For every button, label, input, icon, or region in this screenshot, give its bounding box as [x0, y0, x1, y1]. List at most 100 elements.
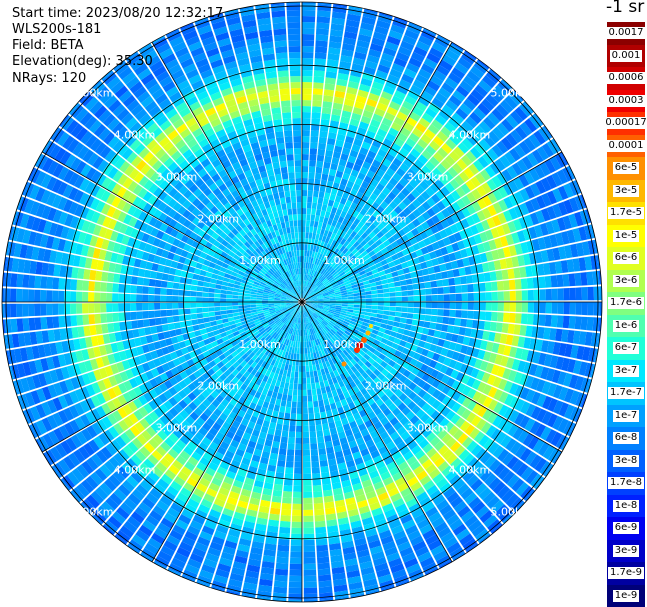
- range-gate-cell: [290, 545, 302, 552]
- range-gate-cell: [245, 426, 254, 435]
- range-gate-cell: [501, 169, 513, 182]
- range-gate-cell: [204, 520, 217, 530]
- range-gate-cell: [387, 277, 394, 284]
- range-gate-cell: [261, 279, 268, 284]
- range-gate-cell: [163, 242, 172, 252]
- range-gate-cell: [106, 303, 113, 313]
- range-gate-cell: [473, 431, 485, 444]
- range-gate-cell: [305, 303, 312, 306]
- range-gate-cell: [465, 150, 477, 163]
- range-gate-cell: [392, 172, 402, 182]
- range-gate-cell: [495, 270, 503, 281]
- range-gate-cell: [330, 300, 336, 302]
- range-gate-cell: [224, 502, 236, 512]
- range-gate-cell: [266, 282, 273, 287]
- range-gate-cell: [148, 302, 155, 311]
- range-gate-cell: [494, 158, 506, 172]
- range-gate-cell: [381, 117, 393, 127]
- range-gate-cell: [213, 574, 228, 585]
- range-gate-cell: [292, 300, 298, 302]
- range-gate-cell: [434, 521, 448, 534]
- range-gate-cell: [312, 333, 317, 340]
- range-gate-cell: [132, 329, 140, 338]
- range-gate-cell: [122, 214, 133, 225]
- range-gate-cell: [385, 372, 394, 381]
- range-gate-cell: [322, 483, 332, 491]
- range-gate-cell: [382, 503, 394, 513]
- range-gate-cell: [508, 91, 523, 106]
- range-gate-cell: [315, 280, 321, 286]
- range-gate-cell: [323, 89, 335, 97]
- range-gate-cell: [205, 343, 213, 351]
- range-gate-cell: [358, 349, 366, 357]
- range-gate-cell: [214, 264, 222, 271]
- range-gate-cell: [279, 520, 291, 528]
- range-gate-cell: [220, 551, 235, 561]
- range-gate-cell: [23, 259, 32, 274]
- range-gate-cell: [208, 360, 217, 368]
- range-gate-cell: [373, 481, 385, 491]
- range-gate-cell: [339, 528, 352, 537]
- range-gate-cell: [233, 393, 241, 401]
- range-gate-cell: [211, 273, 219, 280]
- range-gate-cell: [398, 374, 408, 384]
- range-gate-cell: [358, 83, 371, 93]
- range-gate-cell: [107, 218, 117, 230]
- range-gate-cell: [492, 215, 502, 227]
- range-gate-cell: [142, 294, 149, 302]
- range-gate-cell: [376, 168, 386, 178]
- range-gate-cell: [487, 192, 498, 204]
- range-gate-cell: [344, 98, 355, 107]
- range-gate-cell: [68, 172, 80, 186]
- range-gate-cell: [409, 460, 421, 471]
- range-gate-cell: [216, 338, 224, 345]
- range-gate-cell: [401, 290, 408, 297]
- range-gate-cell: [331, 317, 338, 322]
- range-gate-cell: [375, 239, 383, 247]
- range-gate-cell: [359, 166, 369, 176]
- range-gate-cell: [505, 357, 515, 369]
- range-gate-cell: [265, 316, 272, 321]
- range-gate-cell: [294, 304, 300, 310]
- range-gate-cell: [255, 349, 262, 357]
- range-gate-cell: [177, 471, 189, 482]
- range-gate-cell: [189, 411, 199, 421]
- range-gate-cell: [536, 408, 547, 423]
- range-gate-cell: [54, 224, 64, 238]
- range-gate-cell: [223, 369, 232, 377]
- range-gate-cell: [321, 343, 326, 350]
- range-gate-cell: [363, 253, 371, 261]
- range-gate-cell: [78, 361, 88, 374]
- range-gate-cell: [24, 392, 35, 407]
- range-gate-cell: [373, 385, 381, 394]
- range-gate-cell: [303, 292, 306, 299]
- range-gate-cell: [197, 280, 205, 287]
- range-gate-cell: [259, 572, 274, 581]
- range-gate-cell: [476, 198, 487, 210]
- range-gate-cell: [555, 356, 565, 370]
- range-gate-cell: [154, 279, 162, 288]
- range-gate-cell: [469, 427, 480, 440]
- range-gate-cell: [286, 303, 293, 306]
- range-gate-cell: [58, 278, 66, 290]
- range-gate-cell: [226, 590, 240, 596]
- range-gate-cell: [479, 231, 488, 243]
- range-gate-cell: [218, 426, 228, 436]
- range-gate-cell: [118, 283, 125, 293]
- range-gate-cell: [398, 393, 408, 402]
- range-gate-cell: [325, 71, 337, 79]
- range-gate-cell: [311, 297, 318, 300]
- range-gate-cell: [155, 272, 163, 280]
- range-gate-cell: [119, 274, 126, 284]
- range-gate-cell: [317, 442, 326, 450]
- range-gate-cell: [317, 331, 322, 338]
- range-gate-cell: [178, 355, 187, 364]
- range-gate-cell: [325, 347, 331, 354]
- range-gate-cell: [280, 330, 285, 337]
- range-gate-cell: [112, 283, 119, 293]
- range-gate-cell: [28, 360, 38, 375]
- range-gate-cell: [507, 268, 515, 279]
- range-gate-cell: [461, 207, 471, 218]
- range-gate-cell: [190, 285, 198, 291]
- range-gate-cell: [26, 376, 36, 391]
